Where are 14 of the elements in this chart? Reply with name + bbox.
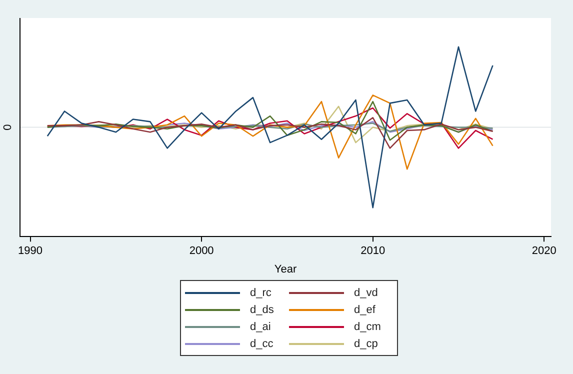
legend-label: d_rc	[250, 286, 272, 298]
legend-label: d_vd	[354, 286, 378, 298]
legend-label: d_ef	[354, 304, 376, 316]
x-tick-label: 2010	[360, 245, 386, 258]
legend-label: d_cc	[250, 338, 274, 350]
x-tick-label: 2000	[189, 245, 214, 258]
legend-label: d_ai	[250, 320, 271, 332]
x-tick-label: 1990	[18, 245, 43, 258]
legend-label: d_cp	[354, 338, 378, 350]
ref-line-label: 0	[2, 124, 14, 130]
x-axis-title: Year	[274, 263, 297, 276]
x-tick-label: 2020	[532, 245, 556, 258]
legend-label: d_ds	[250, 304, 274, 316]
legend-label: d_cm	[354, 320, 381, 332]
